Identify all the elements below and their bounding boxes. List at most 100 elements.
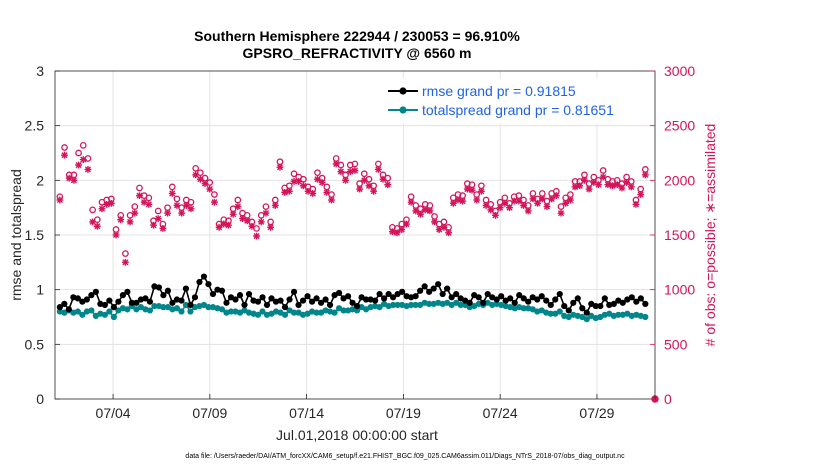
obs-assimilated-point	[168, 190, 176, 197]
obs-assimilated-point	[337, 168, 345, 175]
rmse-point	[610, 300, 617, 307]
rmse-point	[326, 301, 334, 309]
rmse-point	[570, 299, 577, 306]
rmse-point	[448, 294, 455, 301]
obs-assimilated-point	[136, 192, 143, 200]
rmse-point	[353, 302, 361, 310]
legend-rmse-marker	[399, 87, 407, 95]
obs-assimilated-point	[426, 207, 434, 215]
obs-assimilated-point	[98, 205, 106, 213]
obs-assimilated-point	[506, 204, 513, 212]
obs-possible-point	[206, 179, 214, 186]
obs-assimilated-point	[84, 165, 92, 173]
obs-assimilated-point	[248, 222, 256, 230]
obs-assimilated-point	[61, 151, 68, 159]
rmse-point	[164, 287, 172, 294]
rmse-point	[381, 295, 388, 302]
x-tick-label: 07/24	[483, 405, 518, 421]
obs-assimilated-point	[145, 200, 153, 208]
obs-assimilated-point	[215, 223, 223, 231]
rmse-point	[182, 285, 190, 292]
rmse-point	[223, 299, 230, 306]
x-tick-label: 07/14	[289, 405, 324, 421]
obs-assimilated-point	[557, 209, 565, 217]
obs-assimilated-point	[271, 202, 279, 209]
obs-possible-point	[61, 144, 68, 151]
rmse-point	[484, 290, 491, 298]
rmse-point	[592, 302, 599, 310]
rmse-point	[642, 300, 649, 307]
obs-possible-point	[351, 160, 359, 168]
totalspread-point	[394, 301, 401, 309]
obs-possible-point	[211, 191, 218, 198]
series-layer	[56, 141, 659, 403]
rmse-point	[376, 290, 383, 298]
data-file-caption: data file: /Users/raeder/DAI/ATM_forcXX/…	[185, 453, 625, 460]
obs-assimilated-point	[468, 186, 476, 194]
obs-assimilated-point	[93, 222, 101, 230]
obs-possible-point	[187, 198, 195, 206]
y-axis-left-ticks: 0 0.5 1 1.5 2 2.5 3	[25, 63, 60, 407]
obs-assimilated-point	[571, 183, 579, 191]
rmse-point	[245, 290, 253, 298]
y-axis-label: rmse and totalspread	[8, 169, 24, 301]
obs-assimilated-point	[449, 199, 457, 207]
rmse-point	[142, 295, 149, 302]
rmse-point	[88, 292, 95, 299]
obs-possible-point	[337, 161, 345, 169]
totalspread-point	[426, 300, 433, 307]
rmse-point	[322, 296, 329, 303]
y-right-tick-label: 500	[664, 336, 688, 352]
legend-spread-label: totalspread grand pr = 0.81651	[422, 102, 614, 118]
totalspread-point	[182, 301, 190, 309]
obs-assimilated-point	[229, 210, 237, 218]
legend-rmse-label: rmse grand pr = 0.91815	[422, 83, 576, 99]
rmse-point	[543, 297, 550, 304]
rmse-point	[191, 294, 199, 301]
obs-possible-point	[89, 206, 96, 214]
totalspread-point	[187, 308, 194, 315]
obs-assimilated-point	[154, 215, 162, 223]
obs-assimilated-point	[253, 232, 260, 240]
totalspread-point	[457, 301, 464, 309]
rmse-point	[295, 301, 302, 309]
obs-assimilated-point	[407, 198, 415, 206]
rmse-point	[628, 294, 635, 301]
obs-assimilated-point	[393, 229, 401, 237]
rmse-point	[475, 294, 482, 301]
obs-assimilated-point	[187, 205, 195, 213]
obs-assimilated-point	[75, 161, 82, 169]
obs-assimilated-point	[632, 200, 640, 208]
legend: rmse grand pr = 0.91815 totalspread gran…	[383, 78, 647, 124]
rmse-point	[281, 304, 289, 311]
rmse-point	[349, 299, 356, 306]
rmse-point	[218, 287, 226, 294]
obs-possible-point	[365, 175, 373, 183]
y-tick-label: 1.5	[25, 227, 45, 243]
rmse-point	[399, 288, 406, 295]
x-tick-label: 07/29	[579, 405, 614, 421]
rmse-point	[101, 301, 108, 309]
rmse-point	[556, 290, 563, 298]
rmse-point	[561, 302, 568, 310]
obs-assimilated-point	[473, 196, 481, 204]
y-tick-label: 0	[36, 391, 44, 407]
obs-assimilated-point	[581, 176, 588, 184]
rmse-point	[317, 299, 325, 306]
y-axis-right-ticks: 0 500 1000 1500 2000 2500 3000	[650, 63, 695, 407]
obs-assimilated-point	[117, 216, 125, 224]
rmse-point	[155, 284, 163, 291]
obs-assimilated-point	[534, 199, 541, 207]
rmse-point	[110, 304, 117, 311]
obs-assimilated-point	[164, 209, 171, 217]
rmse-point	[426, 288, 433, 295]
totalspread-point	[227, 308, 235, 315]
obs-assimilated-point	[566, 196, 574, 204]
rmse-point	[574, 295, 581, 302]
totalspread-point	[353, 307, 361, 314]
obs-assimilated-point	[309, 190, 317, 197]
totalspread-point	[412, 301, 419, 309]
y-right-tick-label: 1000	[664, 282, 695, 298]
rmse-point	[200, 273, 208, 280]
